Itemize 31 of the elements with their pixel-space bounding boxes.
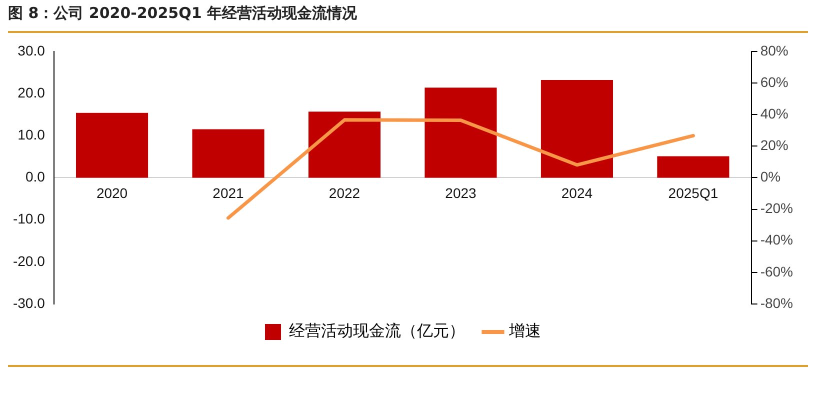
y2-tick-label: -80% bbox=[760, 294, 794, 311]
y2-tick-label: 0% bbox=[760, 168, 781, 185]
x-tick-label: 2022 bbox=[328, 184, 360, 201]
bar bbox=[76, 112, 148, 178]
bar bbox=[540, 80, 613, 178]
x-tick-label: 2021 bbox=[212, 184, 244, 201]
bar bbox=[424, 88, 497, 178]
y2-tick-label: 40% bbox=[760, 105, 788, 122]
y2-tick-label: 60% bbox=[760, 74, 788, 90]
y2-tick-label: 20% bbox=[760, 136, 788, 153]
y-tick-label: 0.0 bbox=[25, 168, 46, 185]
y-tick-label: -20.0 bbox=[12, 252, 46, 269]
x-tick-label: 2025Q1 bbox=[668, 184, 718, 201]
x-tick-label: 2024 bbox=[561, 184, 593, 201]
y-tick-label: -30.0 bbox=[12, 294, 46, 311]
legend-label: 增速 bbox=[508, 321, 541, 340]
bar bbox=[192, 129, 264, 178]
x-tick-label: 2023 bbox=[445, 184, 477, 201]
bar bbox=[308, 112, 381, 178]
y-tick-label: 10.0 bbox=[18, 126, 46, 142]
y2-tick-label: -40% bbox=[760, 232, 794, 248]
y2-tick-label: 80% bbox=[760, 42, 788, 58]
x-tick-label: 2020 bbox=[96, 184, 128, 201]
legend-label: 经营活动现金流（亿元） bbox=[289, 321, 465, 340]
y-tick-label: -10.0 bbox=[12, 210, 46, 227]
y-tick-label: 20.0 bbox=[18, 84, 46, 100]
y-tick-label: 30.0 bbox=[18, 42, 46, 58]
y2-tick-label: -60% bbox=[760, 263, 794, 280]
chart-title: 图 8：公司 2020-2025Q1 年经营活动现金流情况 bbox=[8, 4, 358, 23]
bar bbox=[657, 156, 730, 178]
y2-tick-label: -20% bbox=[760, 200, 794, 216]
